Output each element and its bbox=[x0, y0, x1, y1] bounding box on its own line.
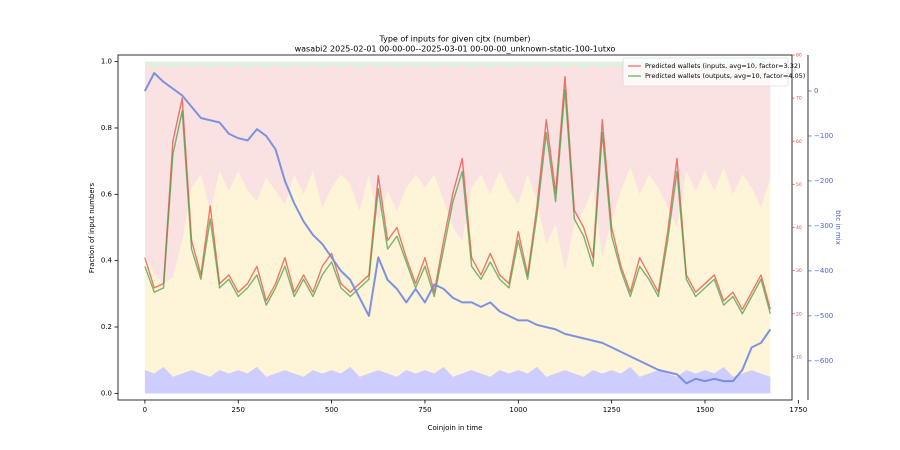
x-tick-label: 500 bbox=[325, 406, 338, 414]
y3-axis-label: btc in mix bbox=[834, 210, 842, 245]
y-tick-label: 1.0 bbox=[101, 58, 112, 66]
legend-label: Predicted wallets (inputs, avg=10, facto… bbox=[645, 62, 801, 70]
x-tick-label: 1000 bbox=[509, 406, 527, 414]
x-tick-label: 250 bbox=[232, 406, 245, 414]
chart-title: Type of inputs for given cjtx (number) bbox=[378, 35, 530, 44]
y2-tick-label: 50 bbox=[796, 182, 802, 188]
legend-label: Predicted wallets (outputs, avg=10, fact… bbox=[645, 72, 805, 80]
series-line bbox=[144, 75, 772, 311]
y2-tick-label: 10 bbox=[796, 354, 802, 360]
y2-tick-label: 60 bbox=[796, 139, 802, 145]
y2-tick-label: 70 bbox=[796, 96, 802, 102]
x-tick-label: 1250 bbox=[603, 406, 621, 414]
y3-tick-label: −300 bbox=[814, 222, 833, 230]
y3-tick-label: −200 bbox=[814, 177, 833, 185]
y3-tick-label: −600 bbox=[814, 357, 833, 365]
stacked-area bbox=[144, 61, 771, 69]
y-tick-label: 0.4 bbox=[101, 257, 113, 265]
y2-tick-label: 40 bbox=[796, 225, 802, 231]
x-tick-label: 750 bbox=[418, 406, 431, 414]
x-axis-label: Coinjoin in time bbox=[428, 424, 483, 432]
x-tick-label: 1500 bbox=[696, 406, 714, 414]
y-tick-label: 0.0 bbox=[101, 389, 112, 397]
y2-tick-label: 30 bbox=[796, 268, 802, 274]
legend-box bbox=[622, 57, 789, 87]
y-tick-label: 0.6 bbox=[101, 190, 113, 198]
series-line bbox=[143, 71, 772, 385]
y2-tick-label: 80 bbox=[796, 53, 802, 59]
stacked-area bbox=[144, 366, 771, 394]
y3-tick-label: 0 bbox=[814, 87, 818, 95]
stacked-area bbox=[144, 167, 771, 377]
y3-tick-label: −100 bbox=[814, 132, 833, 140]
y3-tick-label: −500 bbox=[814, 312, 833, 320]
y3-tick-label: −400 bbox=[814, 267, 833, 275]
x-tick-label: 0 bbox=[143, 406, 147, 414]
y-tick-label: 0.8 bbox=[101, 124, 112, 132]
x-tick-label: 1750 bbox=[789, 406, 807, 414]
chart-subtitle: wasabi2 2025-02-01 00-00-00--2025-03-01 … bbox=[295, 45, 616, 54]
y-axis-label: Fraction of input numbers bbox=[88, 182, 96, 273]
y-tick-label: 0.2 bbox=[101, 323, 112, 331]
series-line bbox=[144, 88, 772, 315]
y2-tick-label: 20 bbox=[796, 311, 802, 317]
